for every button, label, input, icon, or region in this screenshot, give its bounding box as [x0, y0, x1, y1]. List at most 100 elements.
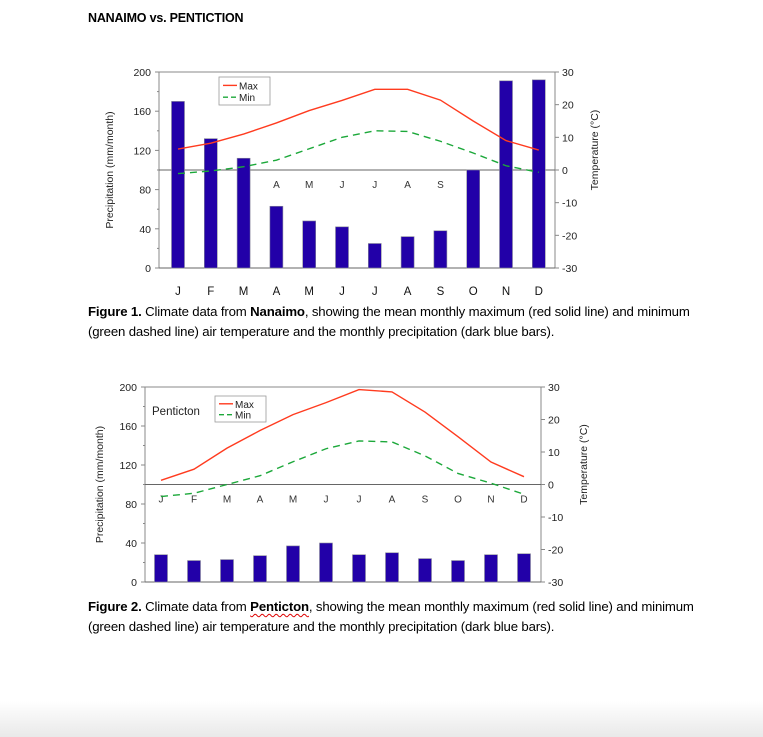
min-temperature-line [177, 130, 539, 175]
right-tick-label: 30 [562, 67, 574, 79]
min-temperature-line [160, 440, 525, 498]
caption-place: Penticton [250, 599, 309, 614]
precipitation-bar [220, 559, 234, 583]
legend-box [214, 395, 267, 423]
month-label-inner: F [191, 495, 197, 506]
legend-max-label: Max [235, 400, 254, 411]
precipitation-bar [352, 554, 366, 583]
precipitation-bar [171, 101, 185, 269]
right-tick-label: -20 [548, 545, 563, 557]
caption-text: Climate data from [141, 304, 251, 319]
right-tick-label: -20 [562, 230, 577, 242]
window-bottom-edge [0, 701, 763, 737]
legend-max-label: Max [239, 81, 258, 92]
caption-text: Climate data from [141, 599, 251, 614]
max-temperature-line [160, 388, 525, 481]
left-tick-label: 200 [133, 67, 151, 79]
left-tick-label: 200 [119, 382, 137, 394]
figure-2-caption: Figure 2. Climate data from Penticton, s… [88, 597, 728, 636]
month-label-inner: M [305, 180, 313, 191]
right-tick-label: -30 [562, 263, 577, 275]
right-tick-label: 20 [562, 100, 574, 112]
caption-label: Figure 1. [88, 304, 142, 319]
precipitation-bar [400, 236, 415, 269]
left-tick-label: 0 [131, 577, 137, 589]
precipitation-bar [367, 243, 382, 269]
precipitation-bar [531, 79, 546, 269]
month-label: J [175, 286, 181, 298]
month-label-inner: N [487, 495, 494, 506]
month-label-inner: A [257, 495, 264, 506]
page-title: NANAIMO vs. PENTICTION [88, 11, 244, 25]
precipitation-bar [154, 554, 168, 583]
month-label: D [535, 286, 543, 298]
left-tick-label: 0 [145, 263, 151, 275]
left-tick-label: 120 [119, 460, 137, 472]
precipitation-bar [418, 558, 432, 583]
left-tick-label: 120 [133, 145, 151, 157]
precipitation-bar [385, 552, 399, 583]
left-tick-label: 40 [139, 224, 151, 236]
month-label: A [273, 286, 281, 298]
right-tick-label: -10 [562, 198, 577, 210]
month-label-inner: J [372, 180, 377, 191]
month-label: J [339, 286, 345, 298]
month-label: O [469, 286, 478, 298]
precipitation-bar [253, 555, 267, 583]
month-label-inner: J [159, 495, 164, 506]
precipitation-bar [335, 226, 349, 269]
caption-text: , showing the mean monthly maximum (red … [88, 599, 694, 634]
precipitation-bar [484, 554, 498, 583]
month-label-inner: J [357, 495, 362, 506]
left-tick-label: 40 [125, 538, 137, 550]
month-label-inner: A [404, 180, 411, 191]
legend-box [218, 76, 271, 106]
y-axis-title-right: Temperature (°C) [589, 110, 601, 191]
month-label-inner: A [273, 180, 280, 191]
precipitation-bar [269, 205, 284, 269]
left-tick-label: 160 [133, 106, 151, 118]
caption-place: Nanaimo [250, 304, 305, 319]
precipitation-bar [286, 545, 300, 583]
month-label: N [502, 286, 510, 298]
y-axis-title-right: Temperature (°C) [578, 424, 590, 505]
legend-min-label: Min [235, 411, 251, 422]
month-label-inner: O [454, 495, 462, 506]
month-label-inner: M [223, 495, 231, 506]
month-label: M [239, 286, 249, 298]
right-tick-label: -10 [548, 512, 563, 524]
month-label: J [372, 286, 378, 298]
month-label: F [207, 286, 214, 298]
left-tick-label: 160 [119, 421, 137, 433]
max-temperature-line [177, 88, 539, 151]
figure-1-caption: Figure 1. Climate data from Nanaimo, sho… [88, 302, 728, 341]
precipitation-bar [466, 169, 481, 269]
month-label-inner: S [437, 180, 444, 191]
month-label: A [404, 286, 412, 298]
chart-title: Penticton [152, 406, 200, 418]
month-label: M [304, 286, 314, 298]
right-tick-label: -30 [548, 577, 563, 589]
month-label: S [437, 286, 445, 298]
month-label-inner: M [289, 495, 297, 506]
month-label-inner: J [324, 495, 329, 506]
right-tick-label: 0 [548, 480, 554, 492]
right-tick-label: 30 [548, 382, 560, 394]
right-tick-label: 0 [562, 165, 568, 177]
right-tick-label: 20 [548, 415, 560, 427]
precipitation-bar [517, 553, 531, 583]
month-label-inner: D [520, 495, 527, 506]
caption-label: Figure 2. [88, 599, 142, 614]
precipitation-bar [451, 560, 465, 583]
caption-text: , showing the mean monthly maximum (red … [88, 304, 690, 339]
precipitation-bar [302, 220, 317, 269]
right-tick-label: 10 [548, 447, 560, 459]
month-label-inner: S [422, 495, 429, 506]
precipitation-bar [319, 542, 333, 583]
right-tick-label: 10 [562, 132, 574, 144]
y-axis-title-left: Precipitation (mm/month) [94, 426, 106, 543]
left-tick-label: 80 [139, 185, 151, 197]
precipitation-bar [499, 80, 513, 269]
legend-min-label: Min [239, 93, 255, 104]
